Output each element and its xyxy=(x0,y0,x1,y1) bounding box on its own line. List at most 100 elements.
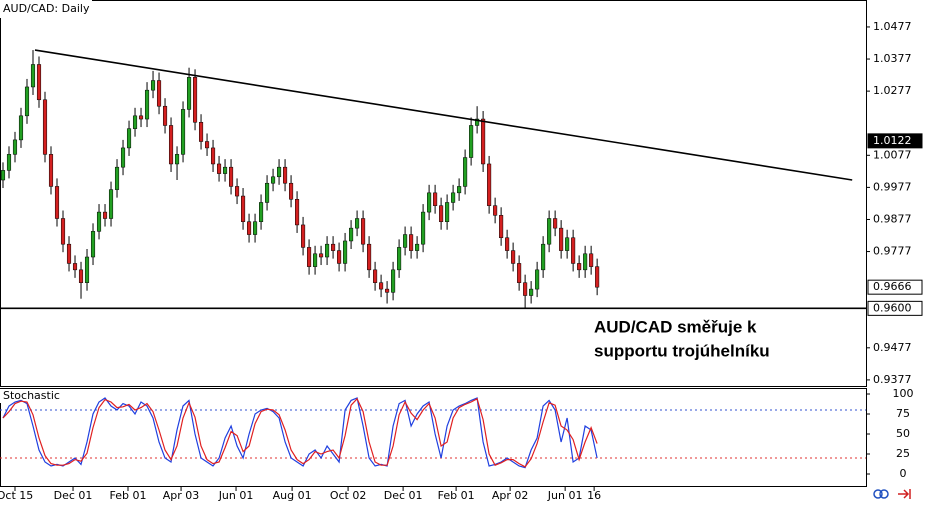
candle-body xyxy=(325,243,330,258)
candle-body xyxy=(283,166,288,184)
candle-body xyxy=(403,234,408,248)
end-icon[interactable] xyxy=(898,489,911,499)
candle-body xyxy=(186,77,192,110)
candle-body xyxy=(349,227,354,242)
candle-body xyxy=(36,64,42,101)
candle-body xyxy=(523,282,528,296)
candle-body xyxy=(162,105,168,126)
title-box xyxy=(0,0,92,18)
candle-body xyxy=(96,211,102,232)
candle-body xyxy=(114,166,120,190)
candle-body xyxy=(307,247,312,267)
candle-body xyxy=(84,256,90,283)
link-icon[interactable] xyxy=(879,489,889,499)
candle-body xyxy=(277,166,282,178)
candle-body xyxy=(565,237,570,251)
candle-body xyxy=(415,243,420,251)
x-tick-label: Oct 15 xyxy=(0,489,33,502)
candle-body xyxy=(60,218,66,245)
candle-body xyxy=(373,269,378,283)
toolbar-icons[interactable] xyxy=(873,489,911,499)
candle-body xyxy=(457,186,462,194)
candle-body xyxy=(259,202,264,222)
y-tick-label: 1.0077 xyxy=(873,148,912,161)
candle-body xyxy=(132,115,138,129)
x-tick-label: Aug 01 xyxy=(273,489,312,502)
y-tick-label: 100 xyxy=(893,387,914,400)
y-tick-label: 0.9777 xyxy=(873,245,912,258)
candle-body xyxy=(385,288,390,293)
candle-body xyxy=(42,99,48,155)
y-tick-label: 0.9977 xyxy=(873,180,912,193)
y-tick-label: 75 xyxy=(896,407,910,420)
candle-body xyxy=(54,186,60,219)
candle-body xyxy=(313,253,318,267)
plot-area xyxy=(0,50,600,309)
candle-body xyxy=(331,243,336,251)
candle-body xyxy=(78,269,84,283)
stochastic-panel xyxy=(0,388,867,487)
x-tick-label: Apr 03 xyxy=(163,489,200,502)
y-tick-label: 1.0277 xyxy=(873,84,912,97)
candle-body xyxy=(301,224,306,248)
price-marker xyxy=(867,133,923,149)
candle-body xyxy=(337,250,342,264)
chart-title: AUD/CAD: Daily xyxy=(3,2,90,15)
candle-body xyxy=(6,154,12,171)
y-tick-label: 1.0377 xyxy=(873,52,912,65)
candle-body xyxy=(529,288,534,296)
candle-body xyxy=(487,163,492,206)
candle-body xyxy=(583,253,588,271)
x-tick-label: Dec 01 xyxy=(384,489,423,502)
candle-body xyxy=(367,243,372,271)
y-tick-label: 0.9377 xyxy=(873,373,912,386)
candle-body xyxy=(24,86,30,117)
candle-body xyxy=(18,115,24,141)
candle-body xyxy=(553,218,558,229)
candle-body xyxy=(439,205,444,222)
candle-body xyxy=(343,240,348,264)
y-tick-label: 25 xyxy=(896,447,910,460)
candle-body xyxy=(180,109,186,155)
trendline xyxy=(34,49,853,181)
candle-body xyxy=(265,182,270,203)
link-icon[interactable] xyxy=(873,489,883,499)
candle-body xyxy=(229,166,234,187)
y-tick-label: 0 xyxy=(900,467,907,480)
candle-body xyxy=(571,237,576,264)
candle-body xyxy=(192,77,198,123)
candle-body xyxy=(559,227,564,251)
candle-body xyxy=(241,195,246,222)
candle-body xyxy=(0,170,6,181)
candle-body xyxy=(271,176,276,184)
x-tick-label: Oct 02 xyxy=(330,489,367,502)
candle-body xyxy=(517,263,522,283)
price-marker xyxy=(867,279,923,295)
candle-body xyxy=(463,157,468,187)
candle-body xyxy=(475,118,480,126)
candle-body xyxy=(12,139,18,155)
candle-body xyxy=(150,80,156,91)
candle-body xyxy=(469,125,474,158)
y-tick-label: 0.9477 xyxy=(873,341,912,354)
candle-body xyxy=(511,250,516,264)
price-marker-label: 0.9666 xyxy=(873,280,912,293)
candle-body xyxy=(505,237,510,251)
y-tick-label: 0.9877 xyxy=(873,212,912,225)
candle-body xyxy=(210,147,216,165)
candle-body xyxy=(589,253,594,267)
price-marker xyxy=(867,300,923,316)
candle-body xyxy=(90,231,96,258)
x-tick-label: Jun 01 xyxy=(547,489,583,502)
candle-body xyxy=(156,80,162,107)
candle-body xyxy=(108,189,114,219)
panel-title: Stochastic xyxy=(3,389,60,402)
candle-body xyxy=(319,253,324,258)
candle-body xyxy=(204,141,210,149)
annotation: AUD/CAD směřuje k xyxy=(594,317,757,336)
x-tick-label: Dec 01 xyxy=(54,489,93,502)
price-marker-label: 1.0122 xyxy=(873,134,912,147)
x-tick-label: Jun 01 xyxy=(218,489,254,502)
x-tick-label: Apr 02 xyxy=(492,489,529,502)
